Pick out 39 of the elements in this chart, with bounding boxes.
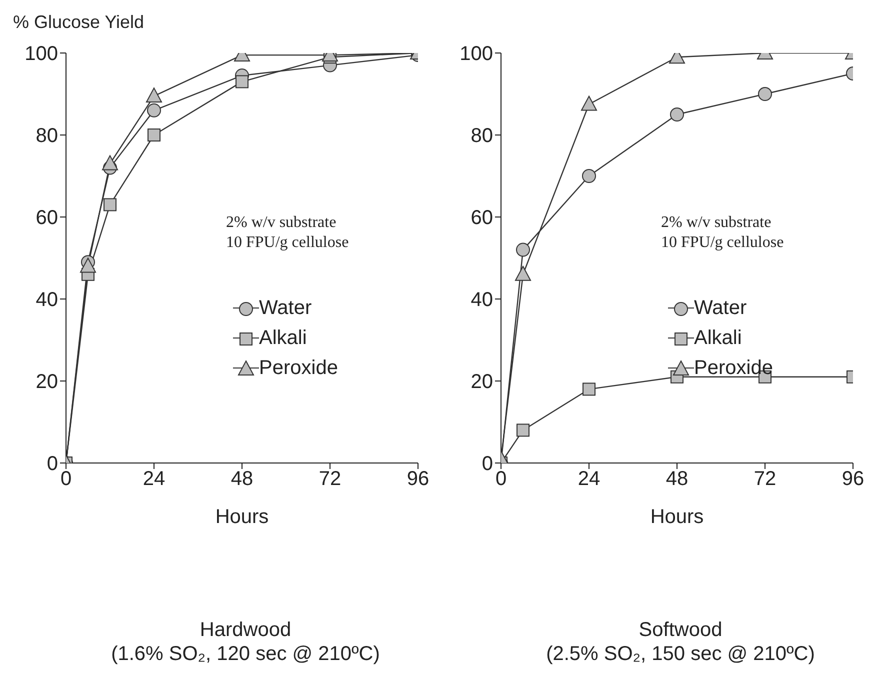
text: (1.6% SO₂, 120 sec @ 210ºC) <box>110 642 381 666</box>
annotation: 2% w/v substrate <box>226 213 338 233</box>
x-axis-title: Hours <box>650 506 704 528</box>
annotation: 10 FPU/g cellulose <box>661 233 784 253</box>
x-tick-label: 0 <box>495 468 507 490</box>
y-tick-label: 60 <box>470 207 493 230</box>
text: (2.5% SO₂, 150 sec @ 210ºC) <box>545 642 816 666</box>
x-tick-label: 24 <box>578 468 600 490</box>
x-tick-label: 48 <box>230 468 254 490</box>
y-tick-label: 20 <box>36 371 58 394</box>
y-tick-label: 100 <box>460 43 493 66</box>
x-tick-label: 96 <box>406 468 430 490</box>
legend-label: Water <box>259 296 312 320</box>
x-tick-label: 0 <box>60 468 72 490</box>
y-tick-label: 80 <box>470 125 493 148</box>
y-tick-label: 40 <box>36 289 58 312</box>
x-tick-label: 72 <box>318 468 342 490</box>
legend-label: Alkali <box>694 326 742 350</box>
x-tick-label: 24 <box>142 468 166 490</box>
text: Softwood <box>638 618 724 642</box>
y-tick-label: 80 <box>36 125 58 148</box>
y-axis-title: % Glucose Yield <box>13 12 144 33</box>
text: Hardwood <box>198 618 292 642</box>
x-tick-label: 96 <box>842 468 864 490</box>
y-tick-label: 20 <box>470 371 493 394</box>
annotation: 2% w/v substrate <box>661 213 772 233</box>
y-tick-label: 40 <box>470 289 493 312</box>
y-tick-label: 60 <box>36 207 58 230</box>
y-tick-label: 0 <box>46 453 58 476</box>
y-tick-label: 0 <box>482 453 493 476</box>
legend-label: Peroxide <box>259 356 338 380</box>
annotation: 10 FPU/g cellulose <box>226 233 349 253</box>
legend-label: Peroxide <box>694 356 773 380</box>
y-tick-label: 100 <box>24 43 58 66</box>
legend-label: Alkali <box>259 326 307 350</box>
x-axis-title: Hours <box>215 506 269 528</box>
x-tick-label: 72 <box>754 468 776 490</box>
legend-label: Water <box>694 296 747 320</box>
x-tick-label: 48 <box>666 468 688 490</box>
